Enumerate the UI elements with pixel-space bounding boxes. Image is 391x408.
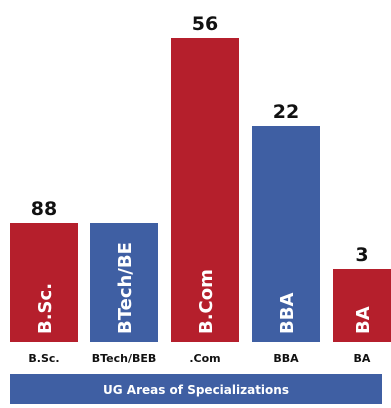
labels-layer: 88 B.Sc. BTech/BEB 56 .Com 22 BBA 3 BA — [28, 13, 371, 365]
x-axis-title: UG Areas of Specializations — [103, 383, 289, 397]
category-label-3: .Com — [189, 352, 220, 365]
x-axis-title-banner — [10, 374, 382, 404]
bar-label-2: BTech/BE — [115, 242, 136, 334]
category-label-5: BA — [354, 352, 371, 365]
bar-label-4: BBA — [277, 293, 298, 334]
bar-1 — [10, 223, 78, 342]
value-label-4: 22 — [273, 101, 299, 123]
value-label-5: 3 — [355, 244, 368, 266]
value-label-3: 56 — [192, 13, 218, 35]
bar-2 — [90, 223, 158, 342]
bars-layer: B.Sc. BTech/BE B.Com BBA BA — [10, 38, 391, 342]
bar-3 — [171, 38, 239, 342]
bar-label-3: B.Com — [196, 269, 217, 334]
category-label-1: B.Sc. — [28, 352, 59, 365]
value-label-1: 88 — [31, 198, 57, 220]
category-label-4: BBA — [273, 352, 299, 365]
bar-4 — [252, 126, 320, 342]
bar-label-5: BA — [353, 306, 374, 334]
bar-5 — [333, 269, 391, 342]
bar-label-1: B.Sc. — [35, 283, 56, 334]
category-label-2: BTech/BEB — [92, 352, 157, 365]
